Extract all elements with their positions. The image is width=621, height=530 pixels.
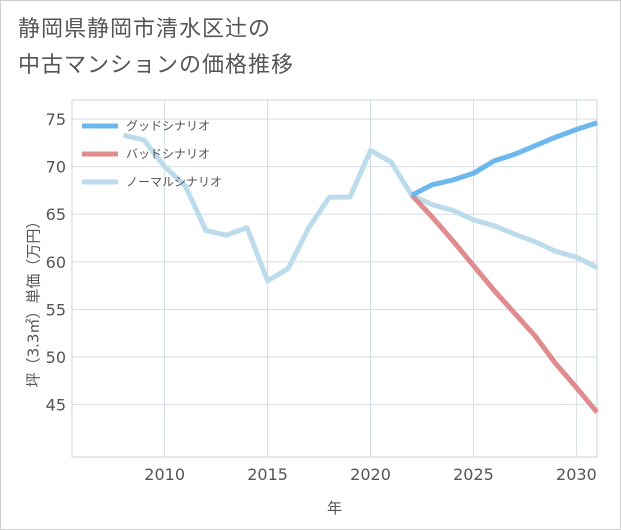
legend-entry: バッドシナリオ — [126, 147, 210, 161]
legend-entry: グッドシナリオ — [126, 119, 210, 133]
y-tick-label: 75 — [46, 110, 66, 129]
series-line-normal — [122, 132, 599, 284]
y-tick-label: 65 — [46, 205, 66, 224]
y-tick-label: 60 — [46, 253, 66, 272]
series-line-good — [410, 120, 598, 198]
chart-title: 静岡県静岡市清水区辻の 中古マンションの価格推移 — [18, 12, 294, 84]
x-tick-label: 2010 — [144, 465, 185, 484]
y-tick-label: 45 — [46, 396, 66, 415]
x-tick-label: 2030 — [556, 465, 597, 484]
series-line-bad — [409, 193, 599, 414]
axis-ticks: 45 50 55 60 65 70 75 2010 2015 2020 2025 2030 — [46, 110, 597, 484]
x-tick-label: 2020 — [350, 465, 391, 484]
y-axis-label: 坪（3.3㎡）単価（万円） — [25, 214, 43, 388]
series-lines — [122, 120, 599, 414]
y-tick-label: 55 — [46, 300, 66, 319]
legend-entry: ノーマルシナリオ — [126, 175, 222, 189]
y-tick-label: 70 — [46, 158, 66, 177]
x-tick-label: 2015 — [247, 465, 288, 484]
grid-lines — [72, 100, 597, 457]
x-axis-label: 年 — [327, 499, 342, 517]
chart-title-line2: 中古マンションの価格推移 — [18, 53, 295, 78]
chart-title-line1: 静岡県静岡市清水区辻の — [18, 17, 272, 42]
y-tick-label: 50 — [46, 348, 66, 367]
plot-area-border — [71, 99, 598, 458]
x-tick-label: 2025 — [453, 465, 494, 484]
